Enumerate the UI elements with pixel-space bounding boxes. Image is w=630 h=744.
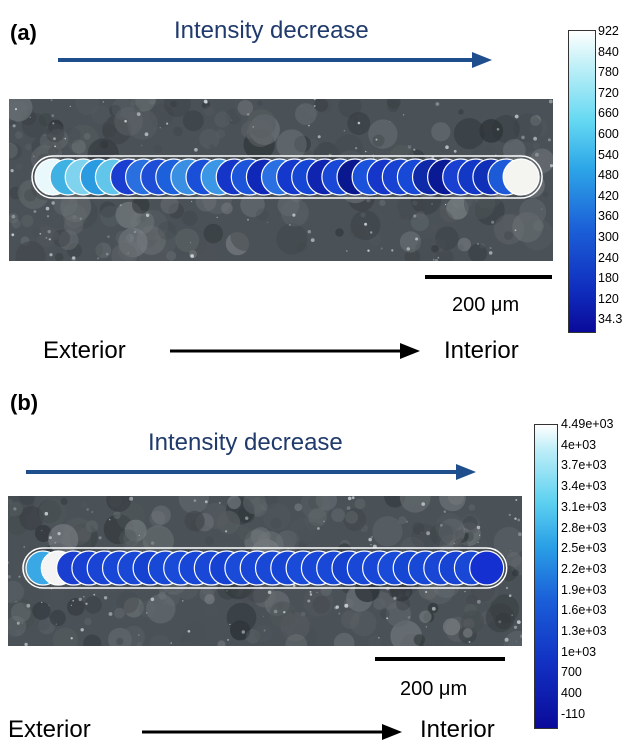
intensity-decrease-label: Intensity decrease bbox=[148, 429, 343, 456]
colorbar-tick-label: 400 bbox=[561, 686, 582, 701]
colorbar-tick-label: -110 bbox=[561, 706, 586, 721]
micrograph-image bbox=[9, 99, 553, 261]
colorbar-tick-label: 720 bbox=[598, 85, 619, 100]
scale-bar bbox=[375, 657, 505, 661]
colorbar-tick-label: 2.8e+03 bbox=[561, 520, 607, 535]
exterior-label: Exterior bbox=[43, 337, 126, 364]
measurement-spot bbox=[469, 550, 505, 586]
intensity-arrow-icon bbox=[58, 52, 492, 68]
colorbar-tick-label: 1e+03 bbox=[561, 644, 597, 659]
colorbar-tick-label: 240 bbox=[598, 250, 619, 265]
colorbar-tick-label: 300 bbox=[598, 230, 619, 244]
scale-bar bbox=[425, 275, 552, 279]
panel-label: (b) bbox=[10, 390, 39, 415]
colorbar-tick-label: 840 bbox=[598, 44, 619, 59]
scale-bar-label: 200 μm bbox=[400, 678, 468, 700]
direction-arrow-icon bbox=[142, 724, 402, 740]
colorbar-tick-label: 700 bbox=[561, 665, 582, 680]
panel-b: (b) Intensity decrease 200 μm Exterior I… bbox=[0, 372, 630, 744]
colorbar-tick-label: 4e+03 bbox=[561, 437, 597, 452]
colorbar bbox=[568, 30, 596, 333]
interior-label: Interior bbox=[420, 716, 495, 743]
colorbar-tick-label: 1.6e+03 bbox=[561, 603, 607, 618]
measurement-spot bbox=[502, 158, 540, 196]
colorbar-tick-label: 2.5e+03 bbox=[561, 541, 607, 556]
colorbar-tick-label: 660 bbox=[598, 106, 619, 121]
colorbar-tick-label: 360 bbox=[598, 209, 619, 224]
interior-label: Interior bbox=[444, 337, 519, 364]
colorbar-tick-label: 120 bbox=[598, 291, 619, 306]
colorbar-tick-label: 540 bbox=[598, 147, 619, 162]
spot-line-outline bbox=[31, 155, 543, 199]
micrograph-image bbox=[8, 496, 522, 646]
colorbar-tick-label: 3.4e+03 bbox=[561, 479, 607, 494]
scale-bar-label: 200 μm bbox=[452, 294, 520, 316]
colorbar-tick-label: 3.1e+03 bbox=[561, 499, 607, 514]
colorbar-tick-label: 4.49e+03 bbox=[561, 417, 614, 431]
colorbar-tick-label: 180 bbox=[598, 271, 619, 286]
colorbar bbox=[534, 424, 558, 729]
colorbar-tick-label: 780 bbox=[598, 65, 619, 80]
colorbar-tick-label: 2.2e+03 bbox=[561, 561, 607, 576]
colorbar-tick-label: 420 bbox=[598, 188, 619, 203]
intensity-decrease-label: Intensity decrease bbox=[174, 17, 369, 44]
spot-line-outline bbox=[22, 547, 508, 589]
exterior-label: Exterior bbox=[8, 716, 91, 743]
colorbar-tick-label: 922 bbox=[598, 24, 619, 38]
colorbar-tick-label: 1.3e+03 bbox=[561, 624, 607, 638]
panel-a: (a) Intensity decrease 200 μm Exterior I… bbox=[9, 17, 623, 364]
colorbar-tick-label: 1.9e+03 bbox=[561, 582, 607, 597]
colorbar-tick-label: 600 bbox=[598, 127, 619, 141]
intensity-arrow-icon bbox=[26, 464, 476, 480]
direction-arrow-icon bbox=[170, 343, 420, 359]
panel-label: (a) bbox=[10, 20, 37, 45]
colorbar-tick-label: 34.3 bbox=[598, 312, 623, 327]
colorbar-tick-label: 480 bbox=[598, 168, 619, 183]
colorbar-tick-label: 3.7e+03 bbox=[561, 458, 607, 473]
